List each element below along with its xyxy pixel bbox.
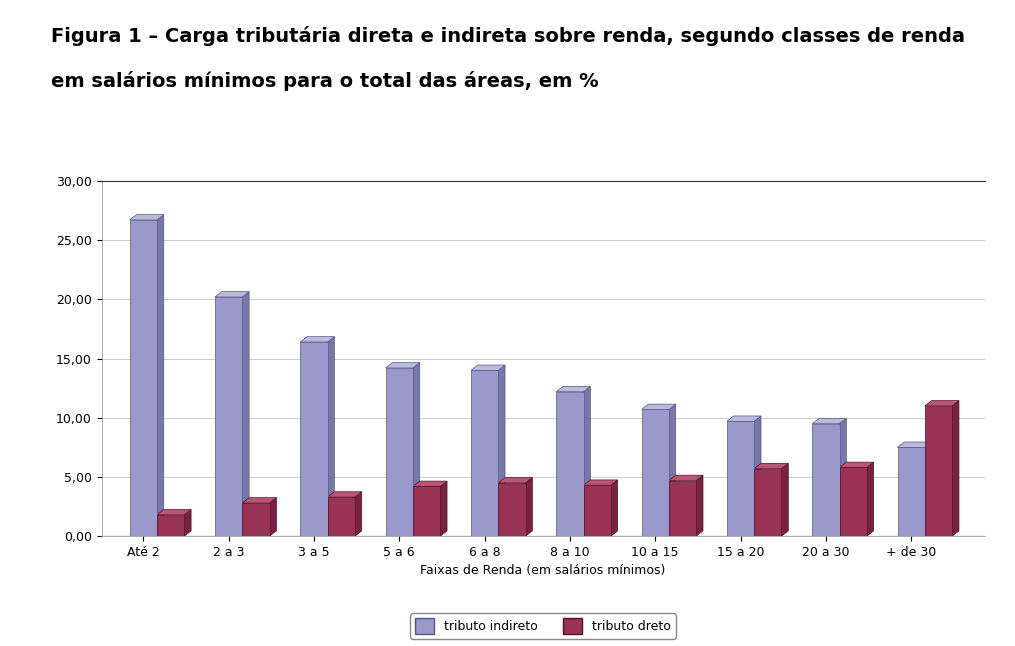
Polygon shape — [498, 365, 505, 536]
Polygon shape — [641, 410, 669, 536]
Polygon shape — [300, 342, 328, 536]
Polygon shape — [215, 297, 243, 536]
Polygon shape — [669, 475, 703, 481]
Polygon shape — [215, 291, 249, 297]
Polygon shape — [386, 362, 420, 368]
Polygon shape — [243, 291, 249, 536]
Bar — [102, 536, 985, 542]
Polygon shape — [641, 404, 676, 410]
Polygon shape — [925, 401, 959, 406]
Polygon shape — [328, 337, 334, 536]
Polygon shape — [526, 477, 532, 536]
Polygon shape — [157, 515, 185, 536]
Polygon shape — [812, 419, 847, 424]
Text: Figura 1 – Carga tributária direta e indireta sobre renda, segundo classes de re: Figura 1 – Carga tributária direta e ind… — [51, 26, 964, 46]
Polygon shape — [727, 421, 754, 536]
Polygon shape — [754, 468, 782, 536]
Polygon shape — [386, 368, 413, 536]
Polygon shape — [185, 510, 191, 536]
Polygon shape — [812, 424, 839, 536]
Polygon shape — [669, 404, 676, 536]
Polygon shape — [727, 416, 761, 421]
Polygon shape — [413, 481, 447, 486]
Polygon shape — [839, 419, 847, 536]
Polygon shape — [413, 362, 420, 536]
Polygon shape — [925, 406, 952, 536]
Polygon shape — [754, 416, 761, 536]
Polygon shape — [952, 401, 959, 536]
Polygon shape — [925, 442, 932, 536]
Polygon shape — [584, 386, 591, 536]
Polygon shape — [471, 370, 498, 536]
Polygon shape — [839, 468, 867, 536]
Polygon shape — [556, 386, 591, 391]
Polygon shape — [897, 442, 932, 447]
Polygon shape — [471, 365, 505, 370]
Polygon shape — [782, 463, 789, 536]
Polygon shape — [441, 481, 447, 536]
Polygon shape — [413, 486, 441, 536]
Polygon shape — [897, 447, 925, 536]
Polygon shape — [669, 481, 696, 536]
Polygon shape — [300, 337, 334, 342]
Polygon shape — [867, 462, 874, 536]
Legend: tributo indireto, tributo dreto: tributo indireto, tributo dreto — [410, 614, 676, 639]
X-axis label: Faixas de Renda (em salários mínimos): Faixas de Renda (em salários mínimos) — [420, 565, 666, 578]
Polygon shape — [696, 475, 703, 536]
Polygon shape — [130, 214, 163, 220]
Polygon shape — [328, 497, 355, 536]
Polygon shape — [243, 503, 270, 536]
Polygon shape — [130, 220, 157, 536]
Text: em salários mínimos para o total das áreas, em %: em salários mínimos para o total das áre… — [51, 71, 599, 91]
Polygon shape — [556, 391, 584, 536]
Polygon shape — [584, 485, 611, 536]
Polygon shape — [243, 497, 276, 503]
Polygon shape — [839, 462, 874, 468]
Polygon shape — [328, 492, 361, 497]
Polygon shape — [157, 510, 191, 515]
Polygon shape — [157, 214, 163, 536]
Polygon shape — [584, 480, 618, 485]
Polygon shape — [498, 483, 526, 536]
Polygon shape — [355, 492, 361, 536]
Polygon shape — [611, 480, 618, 536]
Polygon shape — [754, 463, 789, 468]
Polygon shape — [270, 497, 276, 536]
Polygon shape — [498, 477, 532, 483]
